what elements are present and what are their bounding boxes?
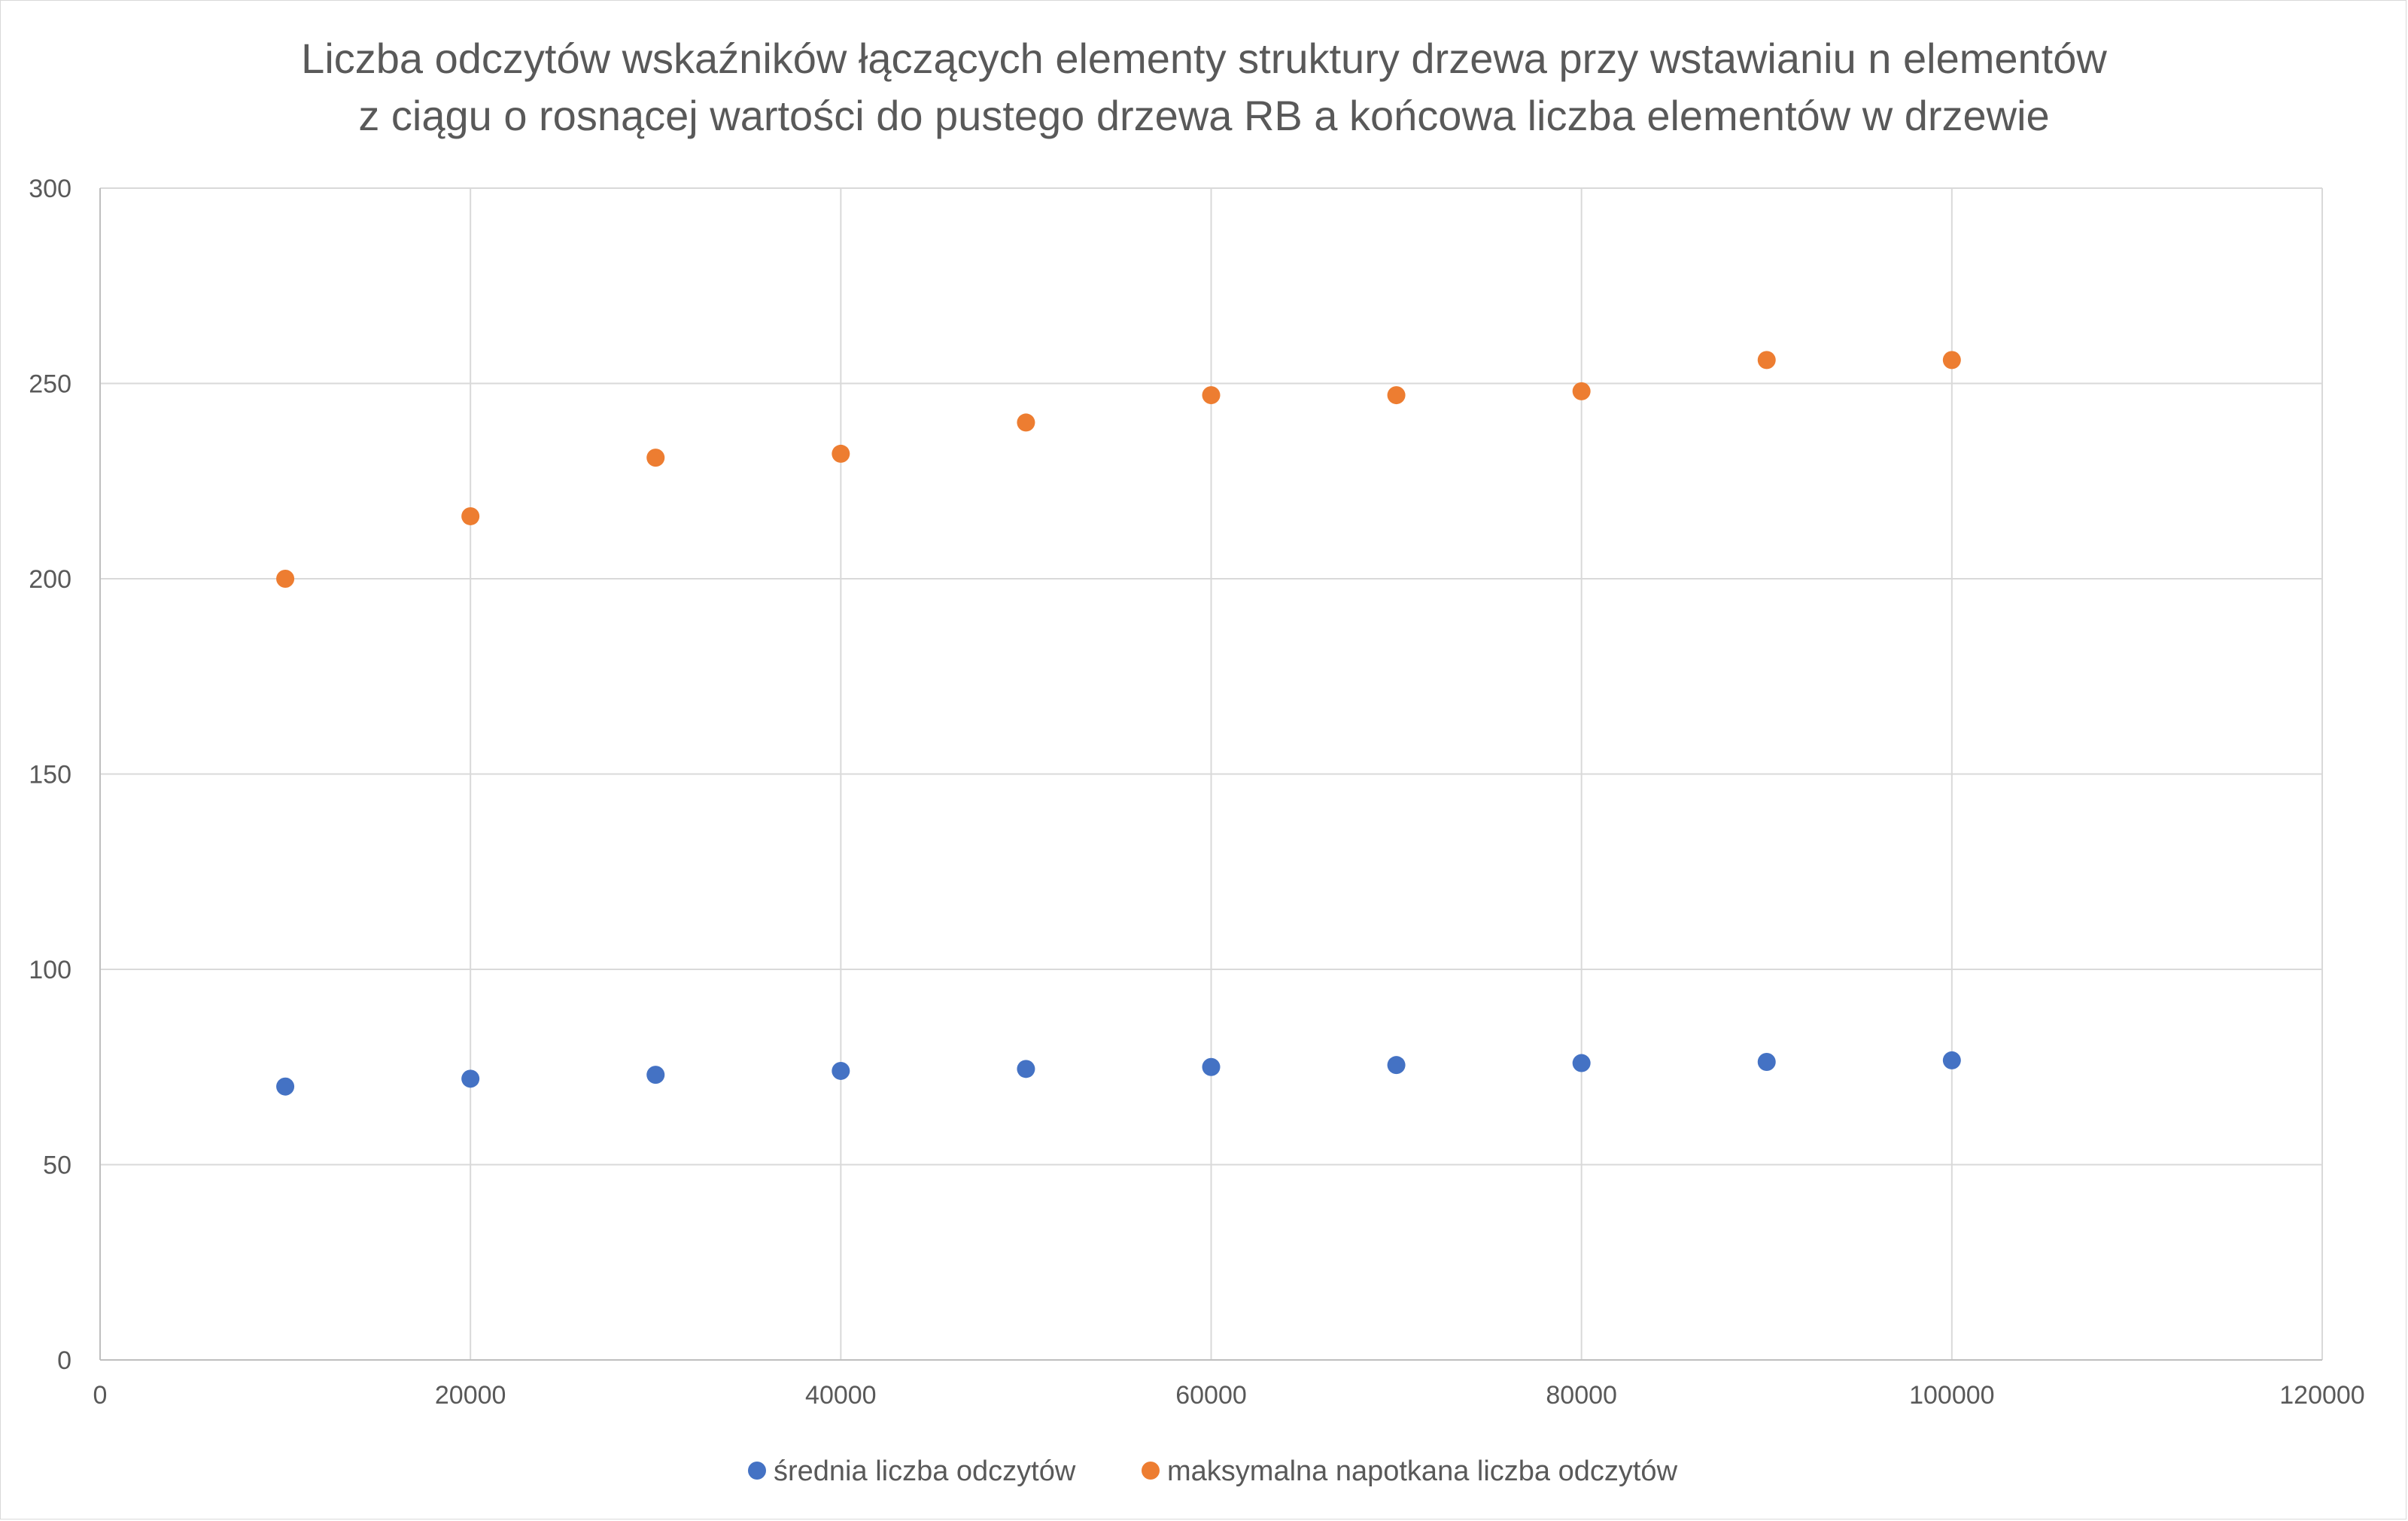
y-tick-label: 50: [43, 1151, 71, 1180]
data-point-series-2: [1757, 351, 1776, 370]
y-tick-label: 200: [29, 565, 71, 594]
legend: średnia liczba odczytów maksymalna napotk…: [748, 1456, 1678, 1487]
data-point-series-1: [1387, 1056, 1406, 1075]
data-point-series-2: [832, 444, 850, 463]
chart-title-line-2: z ciągu o rosnącej wartości do pustego d…: [358, 92, 2049, 139]
y-tick-label: 300: [29, 175, 71, 203]
tick-labels: 0 50 100 150 200 250 300 0 20000 40000 60000 80000 1…: [29, 175, 2364, 1410]
data-points: [276, 351, 1961, 1096]
data-point-series-2: [1017, 413, 1035, 432]
x-tick-label: 20000: [435, 1381, 506, 1410]
data-point-series-2: [1942, 351, 1961, 370]
data-point-series-2: [276, 570, 295, 588]
gridlines: [100, 187, 2323, 1360]
data-point-series-2: [646, 449, 665, 467]
legend-label-series-1: średnia liczba odczytów: [774, 1456, 1076, 1487]
y-tick-label: 0: [57, 1346, 71, 1375]
legend-label-series-2: maksymalna napotkana liczba odczytów: [1167, 1456, 1678, 1487]
x-tick-label: 0: [93, 1381, 108, 1410]
y-tick-label: 150: [29, 761, 71, 789]
y-tick-label: 250: [29, 370, 71, 399]
data-point-series-1: [1757, 1053, 1776, 1072]
x-tick-label: 80000: [1546, 1381, 1617, 1410]
x-tick-label: 60000: [1175, 1381, 1247, 1410]
chart-title-line-1: Liczba odczytów wskaźników łączących ele…: [301, 35, 2107, 82]
data-point-series-2: [1202, 386, 1221, 405]
x-tick-label: 40000: [805, 1381, 877, 1410]
x-tick-label: 100000: [1909, 1381, 1994, 1410]
data-point-series-1: [1942, 1051, 1961, 1069]
data-point-series-1: [1202, 1057, 1221, 1076]
x-tick-label: 120000: [2279, 1381, 2364, 1410]
data-point-series-1: [646, 1066, 665, 1084]
legend-marker-series-1: [748, 1462, 766, 1480]
data-point-series-2: [1387, 386, 1406, 405]
data-point-series-2: [1572, 382, 1591, 400]
data-point-series-1: [1572, 1054, 1591, 1072]
data-point-series-1: [1017, 1060, 1035, 1078]
legend-marker-series-2: [1142, 1462, 1160, 1480]
data-point-series-1: [461, 1069, 480, 1088]
chart-title: Liczba odczytów wskaźników łączących ele…: [301, 35, 2107, 139]
data-point-series-2: [461, 506, 480, 525]
data-point-series-1: [832, 1061, 850, 1080]
y-tick-label: 100: [29, 956, 71, 984]
axes: [99, 188, 2322, 1361]
data-point-series-1: [276, 1077, 295, 1096]
